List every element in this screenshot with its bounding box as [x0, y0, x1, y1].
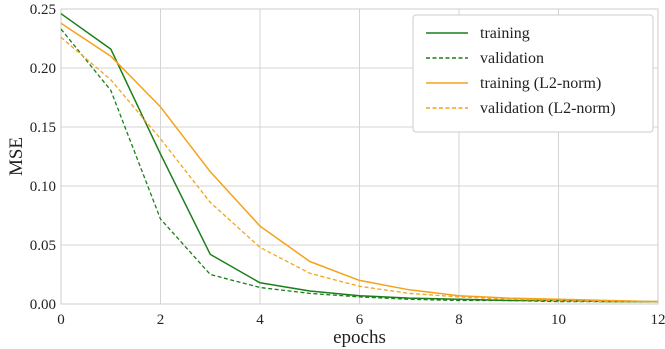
y-tick-label: 0.10 — [30, 179, 56, 195]
y-tick-label: 0.15 — [30, 120, 56, 136]
legend-label: training (L2-norm) — [480, 75, 601, 92]
series-line-training-l2-norm — [60, 22, 659, 303]
y-tick-label: 0.05 — [30, 238, 56, 254]
series-line-validation — [60, 28, 658, 303]
legend-label: validation — [480, 50, 544, 67]
x-axis-label: epochs — [333, 327, 386, 348]
x-axis-ticks: 0 2 4 6 8 10 12 — [57, 312, 665, 328]
y-tick-label: 0.25 — [30, 2, 56, 18]
legend-label: validation (L2-norm) — [480, 100, 616, 117]
y-axis-label: MSE — [6, 137, 27, 176]
series-line-training — [60, 13, 658, 303]
x-tick-label: 10 — [551, 312, 566, 328]
x-tick-label: 4 — [256, 312, 264, 328]
x-tick-label: 0 — [57, 312, 65, 328]
series-layer — [60, 13, 659, 303]
legend: training validation training (L2-norm) vali… — [412, 14, 654, 133]
x-tick-label: 6 — [356, 312, 364, 328]
legend-box — [412, 14, 654, 133]
x-tick-label: 2 — [157, 312, 165, 328]
y-tick-label: 0.00 — [30, 297, 56, 313]
legend-items: training validation training (L2-norm) vali… — [426, 25, 616, 117]
y-axis-ticks: 0.00 0.05 0.10 0.15 0.20 0.25 — [30, 2, 56, 313]
x-tick-label: 8 — [455, 312, 463, 328]
y-tick-label: 0.20 — [30, 61, 56, 77]
x-tick-label: 12 — [651, 312, 665, 328]
series-line-validation-l2-norm — [60, 36, 658, 303]
plot-area-frame — [60, 8, 659, 305]
legend-label: training — [480, 25, 530, 42]
